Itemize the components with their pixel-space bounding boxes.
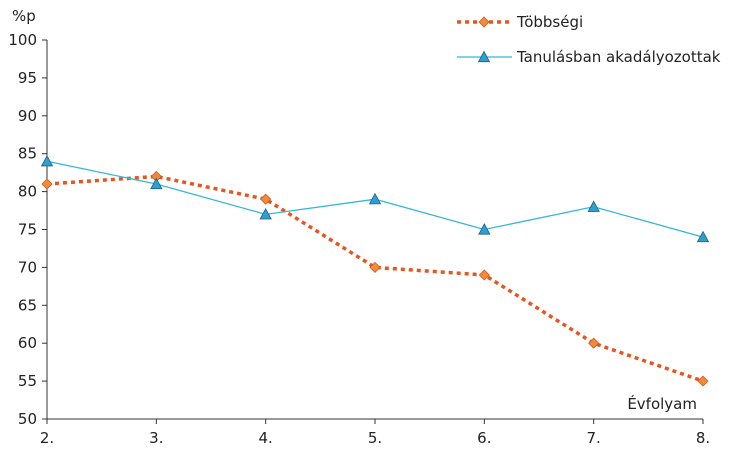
legend-item-tanulasban-akadalyozottak: Tanulásban akadályozottak — [457, 48, 721, 66]
y-tick-label: 90 — [18, 107, 37, 125]
x-tick-label: 6. — [477, 429, 491, 447]
x-tick-label: 8. — [696, 429, 710, 447]
legend-label-tanulasban-akadalyozottak: Tanulásban akadályozottak — [516, 48, 721, 66]
y-tick-label: 95 — [18, 69, 37, 87]
y-ticks: 50 55 60 65 70 75 80 85 90 95 100 — [8, 31, 47, 428]
series-line — [46, 174, 704, 383]
data-point-triangle — [478, 223, 491, 235]
data-point-triangle — [150, 177, 163, 190]
x-tick-label: 4. — [259, 429, 273, 447]
x-tick-label: 5. — [368, 429, 382, 447]
data-point-triangle — [587, 200, 600, 212]
series-tobbsegi — [41, 170, 709, 387]
y-tick-label: 50 — [18, 410, 37, 428]
legend-marker-diamond — [478, 16, 490, 28]
data-point-diamond — [697, 375, 709, 387]
legend: Többségi Tanulásban akadályozottak — [457, 13, 721, 66]
data-point-diamond — [41, 178, 53, 190]
y-tick-label: 55 — [18, 372, 37, 390]
x-tick-label: 2. — [40, 429, 54, 447]
y-tick-label: 100 — [8, 31, 37, 49]
y-tick-label: 80 — [18, 183, 37, 201]
data-point-triangle — [40, 154, 54, 167]
x-ticks: 2. 3. 4. 5. 6. 7. 8. — [40, 419, 710, 447]
axes: 50 55 60 65 70 75 80 85 90 95 100 2. 3. 4. 5. 6. 7. 8. %… — [8, 7, 710, 447]
data-point-diamond — [369, 261, 381, 273]
y-tick-label: 85 — [18, 145, 37, 163]
data-point-triangle — [696, 230, 710, 243]
x-tick-label: 7. — [587, 429, 601, 447]
data-point-diamond — [260, 193, 272, 205]
data-point-diamond — [478, 269, 490, 281]
legend-label-tobbsegi: Többségi — [516, 13, 583, 31]
series-layer — [40, 154, 710, 387]
data-point-triangle — [259, 207, 272, 220]
legend-item-tobbsegi: Többségi — [457, 13, 583, 31]
legend-marker-triangle — [477, 50, 491, 63]
y-tick-label: 75 — [18, 221, 37, 239]
data-point-triangle — [368, 192, 382, 205]
x-tick-label: 3. — [149, 429, 163, 447]
y-tick-label: 70 — [18, 258, 37, 276]
series-tanulasban-akadalyozottak — [40, 154, 710, 243]
x-axis-label: Évfolyam — [627, 394, 697, 413]
y-tick-label: 65 — [18, 296, 37, 314]
y-axis-label: %p — [12, 7, 36, 25]
data-point-diamond — [588, 337, 600, 349]
y-tick-label: 60 — [18, 334, 37, 352]
